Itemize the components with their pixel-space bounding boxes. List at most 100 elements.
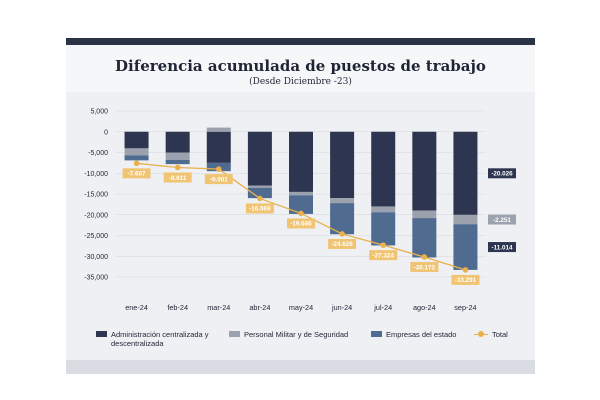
total-point (380, 242, 387, 248)
legend-swatch-total (474, 330, 488, 338)
bar-admin (371, 131, 396, 207)
total-data-label: -30.172 (414, 264, 436, 271)
x-axis-ticks: ene-24 feb-24 mar-24 abr-24 may-24 jun-24 jul-… (125, 303, 476, 312)
chart-subtitle: (Desde Diciembre -23) (249, 77, 352, 87)
legend-label-total: Total (492, 330, 508, 339)
y-tick-label: -35,000 (84, 275, 108, 282)
legend-item-empresas: Empresas del estado (371, 330, 456, 339)
bar-militar (412, 210, 437, 219)
bar-admin (330, 131, 355, 199)
bar-empresas (247, 187, 272, 199)
legend-label-admin: Administración centralizada y descentral… (111, 330, 209, 348)
y-tick-label: -30,000 (84, 254, 108, 261)
total-data-label: -8.611 (169, 175, 187, 182)
bar-empresas (453, 224, 478, 270)
bar-militar (330, 198, 355, 204)
total-label-box (328, 238, 357, 249)
chart-title: Diferencia acumulada de puestos de traba… (115, 57, 486, 75)
x-tick-label: jun-24 (331, 303, 352, 312)
bar-admin (206, 131, 231, 163)
bar-admin (453, 131, 478, 215)
x-tick-label: abr-24 (249, 303, 270, 312)
total-point (257, 195, 263, 202)
x-tick-label: sep-24 (454, 303, 476, 312)
total-data-label: -16.069 (249, 206, 271, 213)
bottom-bar (66, 360, 535, 374)
total-data-label: -27.324 (373, 252, 395, 259)
end-label-box (488, 168, 516, 179)
y-tick-label: 5,000 (90, 109, 108, 116)
bar-militar (247, 185, 272, 188)
x-tick-label: mar-24 (207, 303, 230, 312)
bar-empresas (289, 195, 313, 214)
total-label-box (451, 274, 480, 285)
stacked-bar-chart: 5,000 0 -5,000 -10,000 -15,000 -20,000 -25,000… (84, 109, 516, 312)
total-line: -7.607 -8.611 -9.001 -16.069 -19.686 -24.626 -… (122, 160, 480, 285)
total-label-box (245, 203, 274, 214)
legend-item-admin: Administración centralizada y descentral… (96, 330, 216, 348)
bar-empresas (124, 155, 149, 161)
total-data-label: -33.291 (455, 277, 477, 284)
bar-militar (371, 206, 396, 213)
total-label-box (369, 250, 398, 261)
legend-swatch-militar (229, 331, 240, 337)
total-label-box (163, 172, 192, 183)
total-label-box (287, 218, 315, 229)
total-label-box (204, 174, 233, 185)
y-tick-label: 0 (104, 129, 108, 136)
total-point (298, 210, 304, 217)
chart-card: Diferencia acumulada de puestos de traba… (66, 38, 535, 374)
total-data-label: -24.626 (331, 241, 353, 248)
y-tick-label: -25,000 (84, 233, 108, 240)
bar-admin (289, 131, 313, 192)
end-label: -2.251 (493, 217, 511, 224)
bar-militar (165, 152, 190, 160)
bar-militar (453, 214, 478, 225)
bar-militar (289, 191, 313, 196)
total-point (133, 160, 140, 167)
bar-militar (124, 148, 149, 156)
total-data-label: -7.607 (128, 171, 146, 178)
end-label-box (488, 214, 516, 225)
total-point (421, 254, 428, 260)
x-tick-label: feb-24 (167, 303, 188, 312)
bar-militar (206, 127, 231, 132)
total-point (339, 231, 345, 237)
bar-empresas (371, 212, 396, 246)
top-accent-bar (66, 38, 535, 45)
legend-label-militar: Personal Militar y de Seguridad (244, 330, 349, 339)
bar-admin (165, 131, 190, 153)
bar-admin (412, 131, 437, 211)
end-label: -20.026 (491, 171, 513, 178)
legend-swatch-empresas (371, 331, 382, 337)
y-tick-label: -15,000 (84, 192, 108, 199)
legend-item-total: Total (474, 330, 508, 339)
y-tick-label: -10,000 (84, 171, 108, 178)
total-data-label: -19.686 (290, 221, 312, 228)
bar-empresas (412, 218, 437, 258)
y-tick-label: -20,000 (84, 212, 108, 219)
x-tick-label: may-24 (289, 303, 313, 312)
end-label-box (488, 242, 516, 253)
bar-admin (124, 131, 149, 149)
total-data-label: -9.001 (210, 176, 228, 183)
bar-empresas (330, 203, 355, 235)
total-label-box (410, 261, 439, 272)
bars (124, 127, 478, 270)
legend-item-militar: Personal Militar y de Seguridad (229, 330, 348, 339)
legend-label-empresas: Empresas del estado (386, 330, 457, 339)
x-tick-label: jul-24 (373, 303, 392, 312)
end-label: -11.014 (491, 244, 513, 251)
legend-swatch-admin (96, 331, 107, 337)
bar-empresas (165, 159, 190, 165)
chart-header: Diferencia acumulada de puestos de traba… (66, 45, 535, 92)
y-tick-label: -5,000 (88, 150, 108, 157)
total-point (462, 267, 469, 273)
chart-legend: Administración centralizada y descentral… (96, 330, 526, 360)
total-point (215, 166, 222, 172)
x-tick-label: ene-24 (125, 303, 148, 312)
end-labels: -20.026 -2.251 -11.014 (488, 168, 516, 253)
total-label-box (122, 168, 151, 179)
x-tick-label: ago-24 (413, 303, 436, 312)
y-axis-ticks: 5,000 0 -5,000 -10,000 -15,000 -20,000 -25,000… (84, 109, 108, 282)
